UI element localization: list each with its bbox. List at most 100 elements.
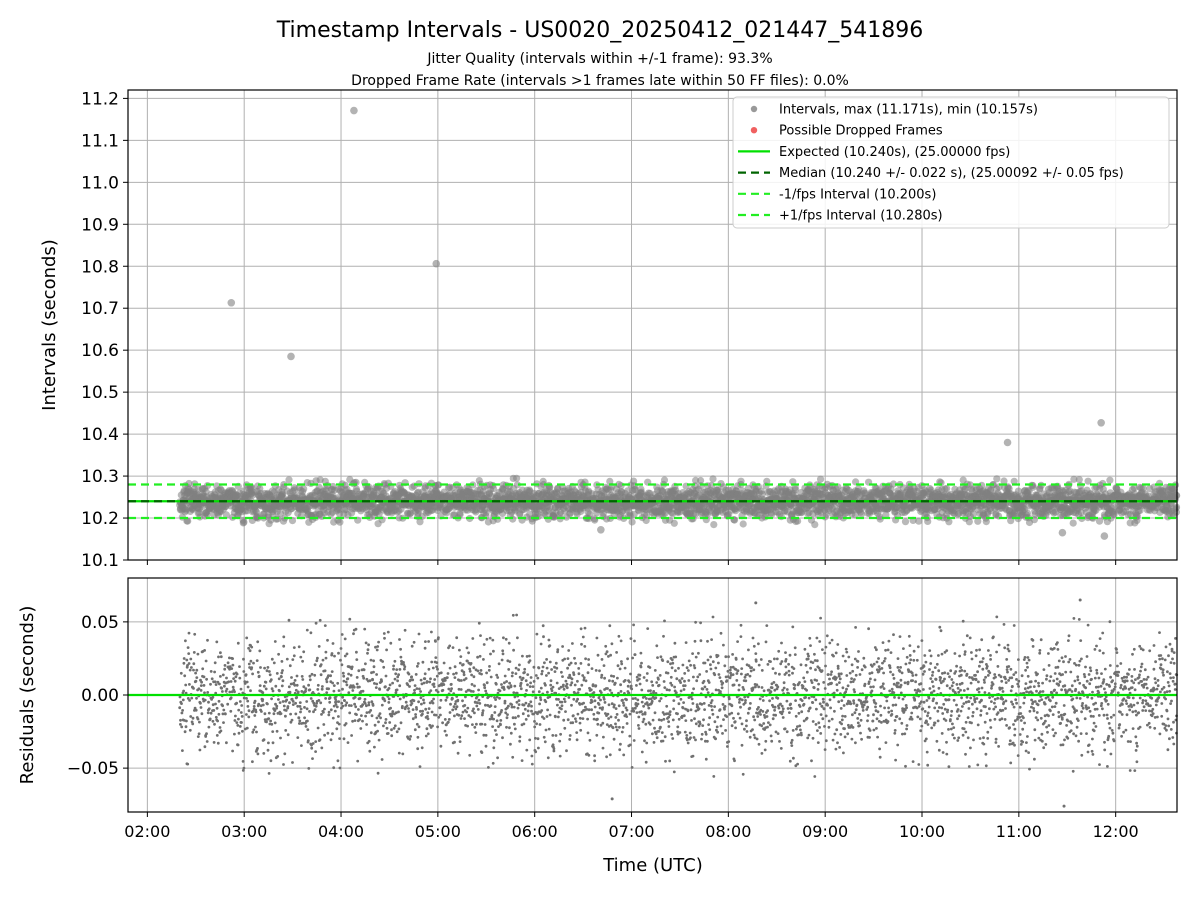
residual-point [377, 720, 380, 724]
residual-point [398, 697, 402, 701]
residual-point [511, 716, 515, 720]
residual-point [203, 698, 207, 702]
residual-point [412, 640, 416, 644]
residual-point [533, 725, 537, 729]
residual-point [511, 671, 514, 675]
residual-point [531, 685, 535, 688]
residual-point [179, 718, 182, 722]
residual-point [521, 676, 525, 680]
residual-point [496, 756, 499, 760]
residual-point [436, 667, 439, 671]
residual-point [389, 706, 392, 710]
top-y-tick-label: 10.9 [81, 215, 119, 235]
residual-point [495, 673, 499, 677]
residual-point [256, 670, 260, 674]
residual-point [301, 659, 304, 663]
residual-point [384, 718, 388, 721]
residual-point [451, 708, 455, 712]
residual-point [309, 631, 313, 635]
interval-point [300, 485, 308, 493]
interval-point [489, 485, 497, 493]
residual-point [314, 750, 317, 753]
residual-point [358, 685, 361, 689]
residual-point [305, 628, 309, 632]
residual-point [476, 669, 480, 673]
residual-point [355, 682, 359, 686]
interval-point [709, 475, 717, 483]
residual-point [415, 687, 419, 690]
residual-point [316, 688, 320, 691]
residual-point [277, 652, 280, 656]
residual-point [439, 713, 442, 717]
residual-point [187, 662, 191, 665]
residual-point [228, 656, 231, 660]
residual-point [197, 732, 201, 736]
residual-point [317, 699, 321, 702]
residual-point [265, 720, 268, 724]
residual-point [271, 689, 275, 693]
residual-point [364, 714, 367, 718]
residual-point [204, 735, 208, 738]
residual-point [236, 724, 240, 727]
residual-point [456, 751, 460, 755]
residual-point [342, 674, 346, 678]
residual-point [271, 741, 275, 745]
residual-point [517, 714, 520, 718]
residual-point [377, 640, 380, 644]
residual-point [186, 762, 190, 766]
residual-point [265, 669, 269, 673]
chart-subtitle-jitter: Jitter Quality (intervals within +/-1 fr… [426, 51, 772, 67]
residual-point [256, 640, 260, 644]
residual-point [443, 679, 447, 682]
residual-point [184, 683, 188, 687]
interval-point [670, 519, 678, 527]
residual-point [499, 723, 502, 727]
residual-point [445, 676, 449, 679]
residual-point [212, 741, 216, 744]
residual-point [386, 732, 390, 735]
residual-point [280, 671, 284, 675]
residual-point [328, 700, 332, 704]
residual-point [255, 730, 258, 734]
residual-point [285, 698, 289, 702]
residual-point [347, 691, 351, 695]
residual-point [299, 710, 302, 714]
residual-point [433, 678, 437, 681]
residual-point [369, 658, 373, 662]
residual-point [284, 709, 288, 712]
residual-point [482, 643, 486, 646]
residual-point [273, 640, 277, 643]
residual-point [247, 662, 251, 666]
residual-point [403, 628, 407, 632]
residual-point [371, 678, 374, 682]
residual-point [446, 720, 450, 724]
residual-point [376, 771, 380, 775]
residual-point [262, 684, 266, 688]
residual-point [414, 713, 417, 716]
top-y-tick-label: 10.3 [81, 467, 119, 487]
residual-point [226, 702, 230, 706]
residual-point [394, 691, 398, 695]
residual-point [336, 681, 340, 685]
interval-point [494, 515, 502, 523]
residual-point [415, 707, 418, 711]
residual-point [523, 671, 526, 674]
residual-point [323, 707, 326, 711]
residual-point [504, 637, 508, 641]
residual-point [534, 674, 538, 677]
residual-point [246, 685, 250, 689]
residual-point [455, 705, 459, 709]
residual-point [235, 721, 239, 724]
residual-point [353, 719, 357, 722]
residual-point [344, 680, 348, 684]
residual-point [308, 674, 312, 678]
residual-point [252, 728, 256, 732]
residual-point [242, 766, 246, 770]
residual-point [478, 654, 482, 658]
residual-point [333, 709, 337, 713]
residual-point [339, 658, 342, 662]
residual-point [237, 731, 241, 735]
residual-point [332, 684, 336, 687]
residual-point [352, 632, 355, 636]
residual-point [305, 707, 309, 711]
